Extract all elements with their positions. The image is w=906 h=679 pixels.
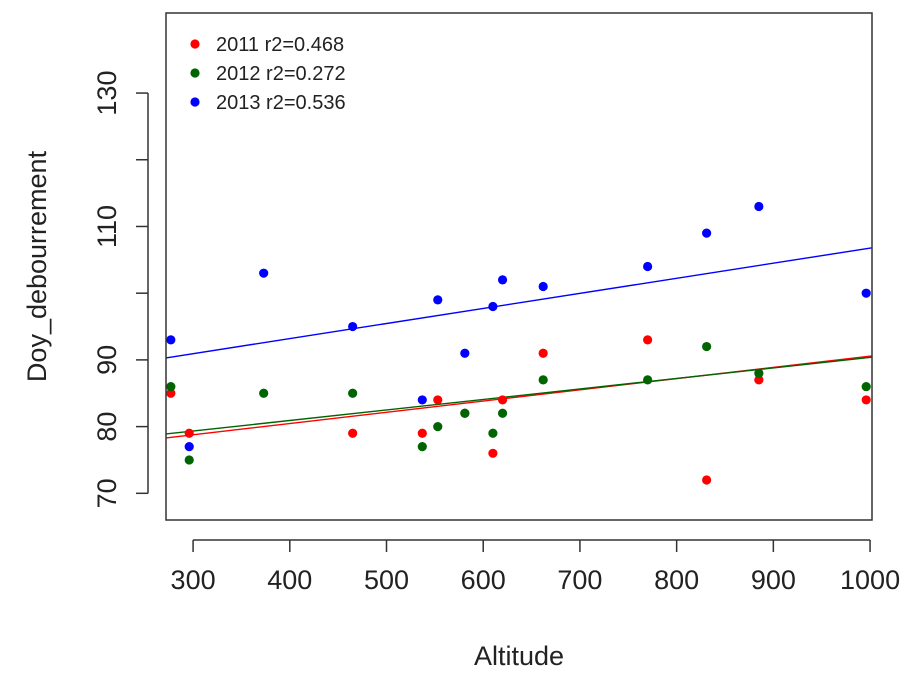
regression-lines xyxy=(165,247,873,439)
x-tick-label: 400 xyxy=(267,565,312,595)
data-point-1-13 xyxy=(861,381,871,392)
data-point-2-3 xyxy=(348,321,358,332)
data-point-0-1 xyxy=(184,428,194,438)
legend-label-1: 2012 r2=0.272 xyxy=(216,63,346,85)
y-axis-label: Doy_debourrement xyxy=(22,150,52,382)
x-tick-label: 300 xyxy=(171,565,216,595)
data-point-1-10 xyxy=(643,375,653,385)
x-tick-label: 1000 xyxy=(840,565,900,595)
y-axis: 70 80 90 110 130 xyxy=(92,71,149,508)
data-point-1-9 xyxy=(538,375,548,385)
legend-label-0: 2011 r2=0.468 xyxy=(216,34,344,56)
x-tick-label: 900 xyxy=(751,565,796,595)
y-tick-label: 80 xyxy=(92,412,122,442)
x-axis: 300 400 500 600 700 800 900 1000 xyxy=(171,539,900,595)
y-tick-label: 70 xyxy=(92,478,122,508)
legend-marker-1 xyxy=(190,68,200,78)
data-point-0-12 xyxy=(861,395,871,405)
y-tick-label: 110 xyxy=(92,205,122,248)
data-points xyxy=(166,201,871,485)
data-point-2-9 xyxy=(538,281,548,292)
data-point-1-11 xyxy=(702,341,712,352)
data-point-1-8 xyxy=(497,408,508,418)
data-point-1-2 xyxy=(259,388,269,398)
data-point-2-11 xyxy=(702,228,712,238)
data-point-0-3 xyxy=(417,428,427,438)
data-point-1-12 xyxy=(754,368,764,378)
data-point-2-0 xyxy=(166,335,176,345)
data-point-1-6 xyxy=(460,408,470,418)
data-point-2-5 xyxy=(433,295,443,305)
data-point-2-4 xyxy=(417,395,427,405)
data-point-2-13 xyxy=(861,288,871,298)
data-point-1-7 xyxy=(488,428,498,438)
data-point-0-10 xyxy=(702,475,712,485)
data-point-1-0 xyxy=(166,381,176,392)
data-point-2-10 xyxy=(643,261,653,272)
legend: 2011 r2=0.468 2012 r2=0.272 2013 r2=0.536 xyxy=(190,34,346,114)
regression-line-2 xyxy=(165,247,873,359)
data-point-0-0 xyxy=(166,388,176,398)
regression-line-1 xyxy=(165,356,873,435)
data-point-1-3 xyxy=(348,388,358,398)
x-tick-label: 700 xyxy=(557,565,602,595)
data-point-0-2 xyxy=(348,428,358,438)
legend-label-2: 2013 r2=0.536 xyxy=(216,92,346,114)
data-point-0-11 xyxy=(754,375,764,385)
legend-marker-0 xyxy=(190,39,200,49)
data-point-0-6 xyxy=(488,448,498,458)
data-point-2-1 xyxy=(184,442,194,452)
data-point-2-12 xyxy=(754,201,764,212)
x-tick-label: 800 xyxy=(654,565,699,595)
data-point-1-5 xyxy=(433,422,443,432)
data-point-0-8 xyxy=(538,348,548,358)
data-point-1-1 xyxy=(184,455,194,465)
data-point-2-8 xyxy=(497,275,508,285)
x-tick-label: 500 xyxy=(364,565,409,595)
plot-frame xyxy=(165,12,873,521)
data-point-2-6 xyxy=(460,348,470,358)
data-point-2-2 xyxy=(259,268,269,278)
data-point-0-7 xyxy=(497,395,508,405)
data-point-1-4 xyxy=(417,442,427,452)
data-point-0-9 xyxy=(643,335,653,345)
data-point-0-4 xyxy=(433,395,443,405)
y-tick-label: 130 xyxy=(92,71,122,116)
legend-marker-2 xyxy=(190,97,200,107)
data-point-2-7 xyxy=(488,301,498,312)
y-tick-label: 90 xyxy=(92,345,122,375)
x-tick-label: 600 xyxy=(461,565,506,595)
x-axis-label: Altitude xyxy=(474,641,564,671)
